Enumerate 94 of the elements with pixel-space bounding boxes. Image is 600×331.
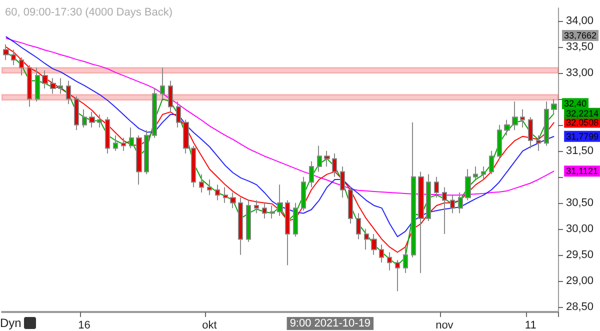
candlestick [411, 122, 416, 258]
candlestick [293, 202, 298, 238]
candlestick [3, 44, 9, 60]
candlestick [544, 101, 549, 146]
candlestick [426, 174, 431, 222]
data-label: 31,7799 [566, 131, 599, 142]
candlestick [42, 70, 48, 90]
text: 32,40 [564, 98, 587, 109]
candlestick [348, 186, 353, 224]
candlestick [528, 116, 533, 149]
candlestick [379, 244, 384, 264]
line-series [5, 38, 555, 196]
candlestick [512, 101, 518, 131]
data-label: 32,2214 [566, 108, 599, 118]
candlestick [82, 108, 87, 128]
candlestick [230, 192, 236, 209]
y-tick-label: 33,00 [566, 66, 594, 79]
candlestick [191, 145, 196, 188]
candlestick [50, 78, 56, 94]
candlestick [270, 204, 275, 219]
candlestick [387, 252, 392, 271]
x-tick-label: nov [436, 320, 454, 331]
candlestick [418, 171, 424, 274]
candlestick [340, 166, 345, 198]
candlestick [183, 119, 189, 154]
candlestick [223, 186, 228, 204]
candlestick [152, 88, 157, 138]
text: 33,7662 [564, 30, 597, 40]
candlestick [58, 78, 63, 94]
candlestick [199, 174, 204, 193]
y-tick-label: 30,00 [566, 222, 594, 235]
candlestick [536, 134, 541, 152]
candlestick [160, 67, 165, 100]
candlestick [97, 114, 102, 128]
candlestick [207, 178, 212, 196]
candlestick [465, 168, 471, 201]
candlestick [324, 150, 330, 167]
y-tick-label: 30,50 [566, 196, 594, 209]
candlestick [458, 192, 463, 214]
chart-title: 60, 09:00-17:30 (4000 Days Back) [5, 6, 173, 18]
candlestick [254, 200, 259, 214]
text: Dyn [0, 316, 22, 330]
candlestick [504, 119, 510, 136]
candlestick [481, 166, 486, 180]
candlestick [89, 111, 95, 128]
candlestick [144, 130, 149, 175]
x-tick-label: okt [202, 320, 217, 331]
candlestick [551, 98, 557, 116]
x-tick-label: 11 [524, 320, 536, 331]
candlestick [317, 145, 322, 172]
candlestick [403, 246, 408, 274]
text: 9:00 2021-10-19 [290, 318, 371, 330]
y-tick-label: 28,50 [566, 300, 594, 313]
candlestick [168, 80, 173, 112]
candlestick [277, 184, 283, 216]
y-tick-label: 29,00 [566, 274, 594, 287]
candlestick [489, 150, 494, 175]
candlestick [332, 153, 337, 178]
data-label: 31,1121 [566, 166, 598, 176]
y-tick-label: 34,00 [566, 14, 594, 27]
candlestick [442, 186, 447, 235]
candlestick [301, 176, 306, 212]
candlestick [129, 127, 134, 149]
candlestick [238, 197, 243, 256]
candlestick [285, 200, 290, 266]
candlestick [246, 200, 251, 242]
candlestick [434, 176, 439, 198]
candlestick [19, 56, 24, 76]
candlestick [176, 101, 181, 128]
candlestick [74, 96, 79, 131]
y-tick-label: 29,50 [566, 248, 594, 261]
y-tick-label: 33,50 [566, 40, 594, 53]
candlestick [136, 134, 142, 186]
candlestick [113, 134, 118, 152]
candlestick [27, 64, 32, 108]
y-tick-label: 31,50 [566, 144, 594, 157]
candlestick [35, 67, 40, 102]
candlestick [450, 194, 455, 214]
candlestick [364, 228, 369, 250]
candlestick [121, 137, 126, 152]
candlestick [309, 160, 314, 188]
data-label: 32,0508 [566, 117, 599, 128]
candlestick [105, 116, 110, 154]
candlestick [262, 202, 267, 219]
candlestick [66, 80, 71, 105]
candlestick [395, 260, 400, 292]
candlestick [215, 184, 220, 201]
candlestick [356, 212, 361, 240]
candlestick [371, 234, 377, 256]
candlestick [11, 49, 16, 66]
x-tick-label: 16 [78, 320, 90, 331]
candlestick [520, 108, 525, 128]
candlestick [497, 124, 502, 160]
candlestick [473, 166, 478, 180]
